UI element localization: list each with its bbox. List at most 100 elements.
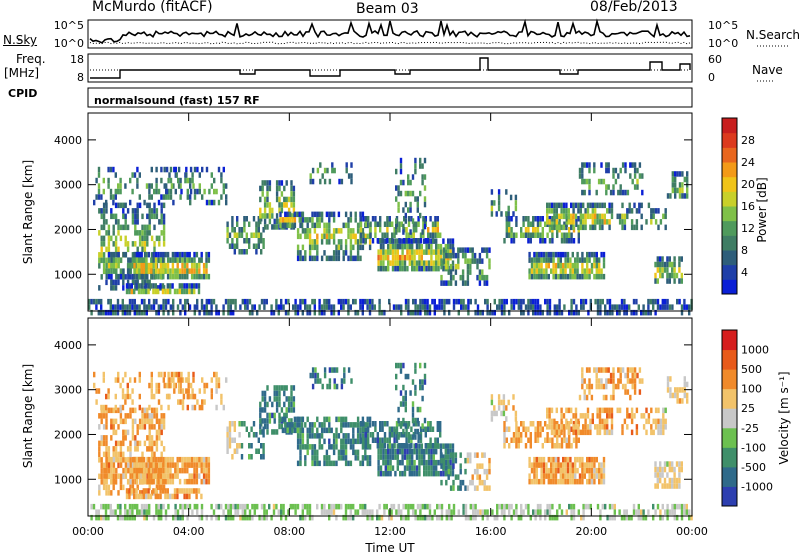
data-cell [193, 456, 196, 463]
data-cell [500, 298, 504, 305]
data-cell [558, 304, 561, 310]
data-cell [673, 514, 676, 521]
data-cell [527, 309, 530, 316]
data-cell [198, 462, 201, 468]
data-cell [162, 219, 166, 225]
data-cell [136, 440, 139, 447]
data-cell [601, 424, 604, 430]
data-cell [604, 503, 607, 510]
data-cell [225, 194, 228, 200]
data-cell [533, 273, 536, 280]
data-cell [414, 163, 417, 169]
data-cell [404, 395, 407, 402]
data-cell [601, 407, 604, 414]
data-cell [145, 304, 148, 310]
data-cell [347, 438, 350, 445]
data-cell [136, 230, 139, 236]
data-cell [366, 460, 369, 467]
data-cell [102, 484, 106, 491]
data-cell [131, 424, 135, 430]
data-cell [420, 265, 423, 272]
data-cell [134, 478, 137, 485]
data-cell [187, 382, 190, 389]
data-cell [356, 433, 360, 439]
data-cell [136, 202, 139, 209]
data-cell [266, 196, 269, 203]
data-cell [103, 467, 106, 474]
data-cell [260, 238, 263, 244]
data-cell [147, 478, 151, 485]
data-cell [296, 422, 299, 428]
data-cell [502, 399, 506, 406]
data-cell [301, 433, 305, 439]
data-cell [133, 514, 136, 521]
data-cell [127, 478, 130, 485]
data-cell [424, 514, 427, 521]
data-cell [266, 213, 269, 219]
date-title: 08/Feb/2013 [590, 0, 678, 15]
data-cell [408, 249, 411, 255]
data-cell [259, 418, 262, 424]
data-cell [257, 238, 260, 244]
data-cell [678, 398, 682, 404]
data-cell [352, 244, 355, 251]
data-cell [588, 251, 591, 258]
data-cell [369, 221, 372, 227]
data-cell [356, 244, 360, 251]
data-cell [148, 304, 151, 310]
data-cell [435, 448, 438, 455]
data-cell [352, 444, 355, 450]
data-cell [245, 216, 248, 222]
data-cell [275, 390, 279, 397]
data-cell [112, 199, 115, 206]
data-cell [583, 389, 586, 395]
colorbar-swatch [722, 235, 737, 251]
data-cell [250, 443, 253, 449]
data-cell [323, 438, 326, 445]
data-cell [527, 216, 530, 222]
data-cell [174, 473, 177, 479]
data-cell [293, 217, 297, 223]
data-cell [154, 462, 158, 468]
data-cell [208, 298, 211, 305]
data-cell [524, 227, 528, 233]
data-cell [280, 385, 284, 391]
data-cell [308, 250, 312, 256]
data-cell [469, 269, 472, 275]
data-cell [399, 190, 403, 197]
data-cell [436, 304, 439, 310]
data-cell [436, 437, 439, 443]
data-cell [589, 304, 592, 310]
colorbar-swatch [722, 369, 737, 390]
data-cell [138, 462, 142, 469]
data-cell [583, 189, 586, 196]
data-cell [359, 304, 362, 310]
data-cell [565, 418, 568, 425]
data-cell [612, 372, 615, 379]
data-cell [292, 202, 296, 208]
data-cell [420, 443, 423, 449]
data-cell [191, 388, 194, 394]
data-cell [195, 262, 199, 269]
data-cell [402, 503, 405, 510]
data-cell [110, 279, 113, 286]
data-cell [102, 188, 105, 195]
data-cell [497, 205, 501, 212]
data-cell [100, 407, 103, 414]
data-cell [614, 383, 618, 390]
data-cell [612, 173, 615, 179]
data-cell [146, 241, 149, 247]
data-cell [347, 217, 350, 223]
data-cell [112, 484, 115, 491]
data-cell [541, 426, 544, 432]
data-cell [140, 273, 143, 280]
data-cell [126, 514, 129, 521]
data-cell [565, 437, 568, 443]
data-cell [378, 304, 381, 310]
data-cell [556, 304, 559, 310]
data-cell [678, 256, 681, 262]
data-cell [133, 268, 136, 274]
data-cell [451, 265, 455, 272]
data-cell [159, 456, 163, 463]
data-cell [603, 213, 606, 220]
